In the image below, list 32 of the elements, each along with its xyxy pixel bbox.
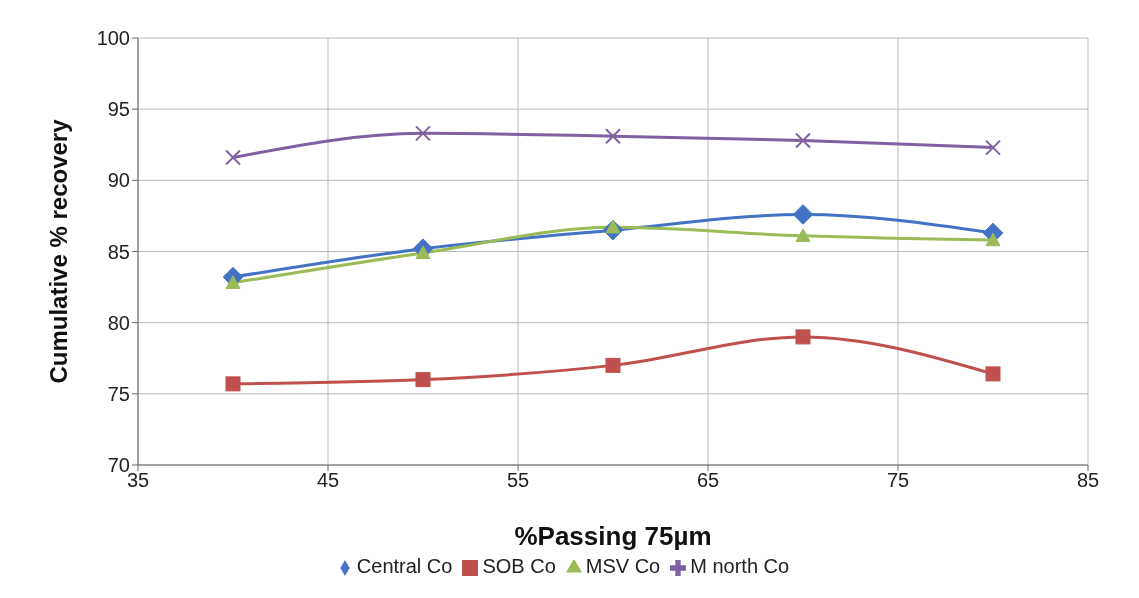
y-axis-title: Cumulative % recovery — [44, 118, 72, 384]
x-tick-label: 75 — [886, 469, 910, 492]
y-tick-label: 80 — [107, 311, 130, 334]
x-tick-label: 85 — [1076, 469, 1100, 492]
point — [792, 204, 814, 225]
point — [225, 149, 241, 166]
point — [415, 125, 431, 142]
point — [225, 376, 241, 392]
legend-label: Central Co — [356, 555, 453, 577]
point — [605, 357, 621, 373]
legend-label: SOB Co — [482, 555, 556, 577]
y-tick-label: 85 — [107, 240, 130, 263]
point — [795, 329, 811, 345]
y-tick-label: 90 — [107, 169, 130, 192]
y-tick-label: 75 — [107, 382, 130, 405]
y-tick-label: 95 — [107, 98, 130, 121]
point — [605, 219, 621, 234]
x-axis-title: %Passing 75µm — [514, 521, 712, 551]
x-tick-label: 55 — [506, 469, 530, 492]
point — [795, 132, 811, 149]
legend-label: M north Co — [690, 555, 790, 577]
point — [225, 275, 241, 289]
x-tick-label: 45 — [316, 469, 340, 492]
point — [605, 128, 621, 145]
x-tick-label: 65 — [696, 469, 720, 492]
point — [985, 139, 1001, 156]
point — [415, 372, 431, 388]
y-tick-label: 100 — [96, 27, 130, 50]
point — [985, 232, 1001, 247]
legend-label: MSV Co — [585, 555, 661, 577]
point — [985, 366, 1001, 382]
point — [795, 228, 811, 242]
